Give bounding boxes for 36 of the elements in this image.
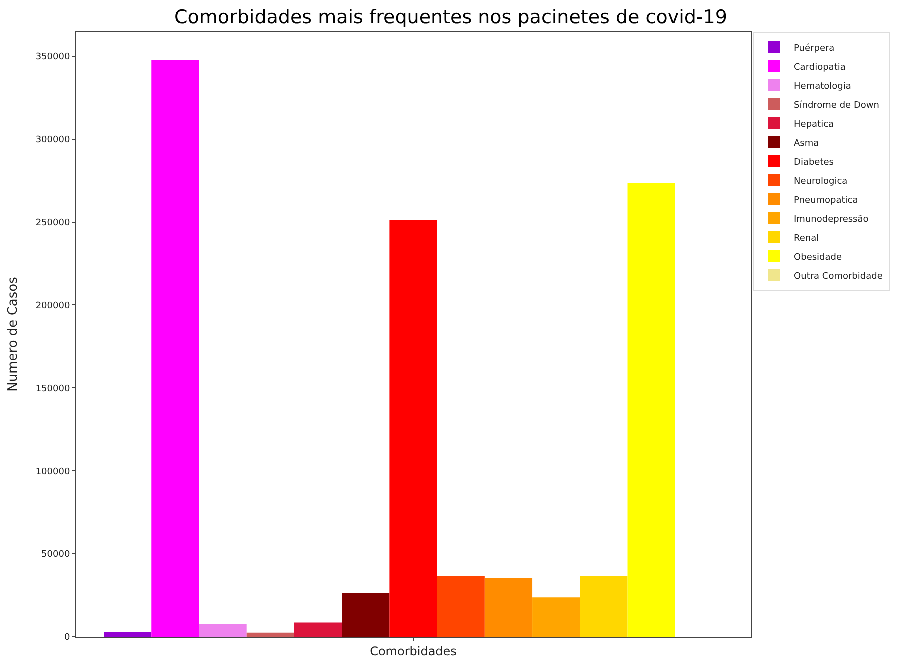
legend-label: Obesidade: [794, 253, 842, 264]
y-tick-label: 350000: [36, 52, 70, 63]
chart-title: Comorbidades mais frequentes nos pacinetes de covid-19: [174, 6, 728, 28]
y-tick-label: 0: [64, 633, 70, 644]
legend-label: Cardiopatia: [794, 63, 846, 74]
legend-label: Pneumopatica: [794, 196, 858, 206]
bar: [104, 632, 152, 637]
bar: [294, 622, 342, 637]
x-tick-label: Comorbidades: [370, 644, 457, 658]
legend-label: Neurologica: [794, 177, 848, 188]
legend-label: Puérpera: [794, 43, 835, 54]
legend-label: Asma: [794, 139, 820, 150]
legend-label: Hematologia: [794, 82, 852, 92]
bar: [152, 60, 200, 637]
y-axis-title: Numero de Casos: [6, 276, 21, 392]
legend-label: Hepatica: [794, 120, 834, 130]
bar: [532, 598, 580, 637]
legend-label: Diabetes: [794, 158, 834, 168]
bar: [580, 576, 628, 637]
bar: [246, 632, 294, 637]
y-tick-label: 100000: [36, 467, 70, 478]
y-tick-label: 250000: [36, 218, 70, 228]
bar: [628, 182, 676, 637]
y-tick-label: 150000: [36, 384, 70, 394]
bar: [437, 576, 485, 637]
bar: [484, 578, 533, 637]
legend-label: Renal: [794, 234, 820, 244]
y-tick-label: 300000: [36, 135, 70, 146]
legend-label: Imunodepressão: [794, 215, 870, 226]
legend-label: Síndrome de Down: [794, 100, 880, 112]
y-tick-label: 50000: [42, 550, 70, 560]
bar: [342, 593, 390, 637]
y-tick-label: 200000: [36, 301, 70, 312]
bar: [390, 220, 438, 637]
bar: [199, 624, 247, 637]
legend-label: Outra Comorbidade: [794, 272, 884, 282]
